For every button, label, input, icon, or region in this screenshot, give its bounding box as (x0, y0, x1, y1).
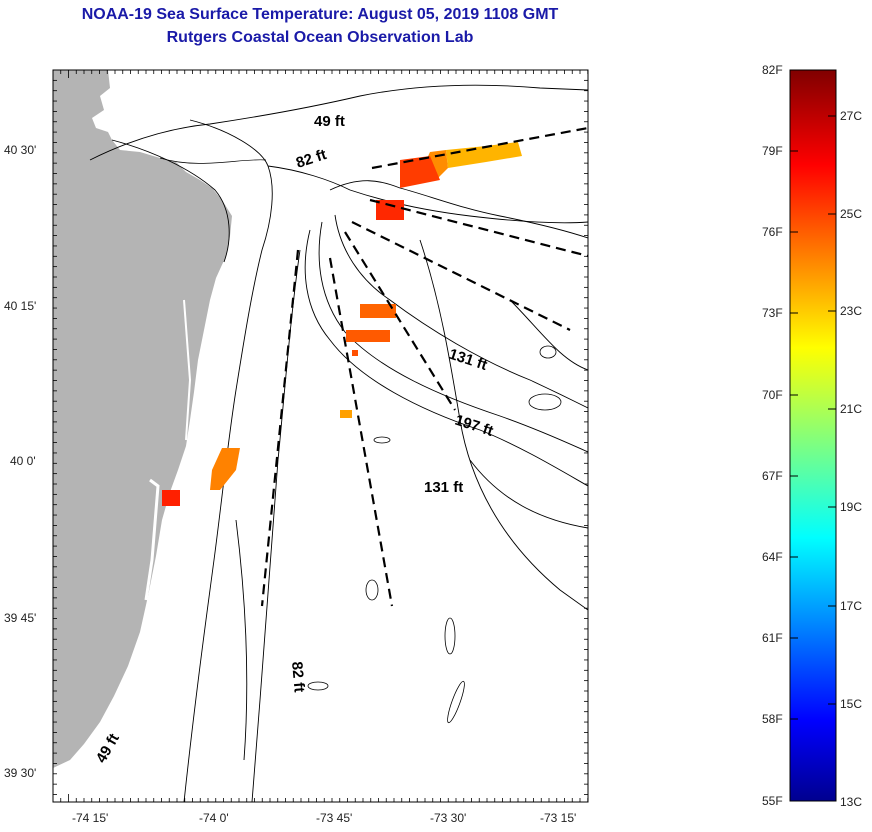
lat-label: 39 45' (4, 611, 36, 625)
frame-ticks (52, 69, 589, 802)
colorbar-f-label: 79F (762, 144, 783, 158)
colorbar: 82F 79F 76F 73F 70F 67F 64F 61F 58F 55F … (762, 63, 862, 809)
coastline (111, 139, 230, 263)
lon-label: -73 15' (540, 811, 576, 825)
colorbar-c-label: 15C (840, 697, 862, 711)
colorbar-f-label: 70F (762, 388, 783, 402)
colorbar-f-label: 55F (762, 794, 783, 808)
lon-label: -74 0' (199, 811, 229, 825)
depth-label: 131 ft (424, 479, 463, 496)
lon-label: -74 15' (72, 811, 108, 825)
colorbar-f-label: 64F (762, 550, 783, 564)
colorbar-ticks (790, 69, 836, 802)
land-mass (53, 70, 232, 768)
colorbar-c-label: 27C (840, 109, 862, 123)
colorbar-c-label: 17C (840, 599, 862, 613)
colorbar-f-label: 61F (762, 631, 783, 645)
colorbar-c-label: 25C (840, 207, 862, 221)
map-panel: 49 ft 82 ft 131 ft 197 ft 131 ft 82 ft 4… (4, 69, 589, 825)
colorbar-f-label: 82F (762, 63, 783, 77)
map-frame (52, 69, 589, 803)
map-subtitle: Rutgers Coastal Ocean Observation Lab (166, 29, 474, 46)
colorbar-f-label: 76F (762, 225, 783, 239)
colorbar-c-label: 13C (840, 795, 862, 809)
transect-lines (260, 126, 588, 607)
barrier-channel (144, 478, 160, 601)
shoal-features (307, 345, 562, 724)
inlet-contour (159, 157, 267, 164)
lat-label: 40 15' (4, 299, 36, 313)
lat-label: 40 0' (10, 454, 36, 468)
depth-label: 49 ft (314, 113, 345, 130)
lat-label: 39 30' (4, 766, 36, 780)
colorbar-c-label: 23C (840, 304, 862, 318)
colorbar-f-label: 58F (762, 712, 783, 726)
lon-label: -73 45' (316, 811, 352, 825)
barrier-channel (183, 299, 192, 441)
colorbar-c-label: 19C (840, 500, 862, 514)
sst-pixels (162, 142, 522, 506)
lat-label: 40 30' (4, 143, 36, 157)
colorbar-f-label: 73F (762, 306, 783, 320)
colorbar-f-label: 67F (762, 469, 783, 483)
colorbar-scale (789, 69, 837, 802)
depth-contours (89, 84, 588, 802)
lon-label: -73 30' (430, 811, 466, 825)
depth-label: 82 ft (288, 661, 308, 693)
map-title: NOAA-19 Sea Surface Temperature: August … (81, 6, 559, 23)
colorbar-c-label: 21C (840, 402, 862, 416)
